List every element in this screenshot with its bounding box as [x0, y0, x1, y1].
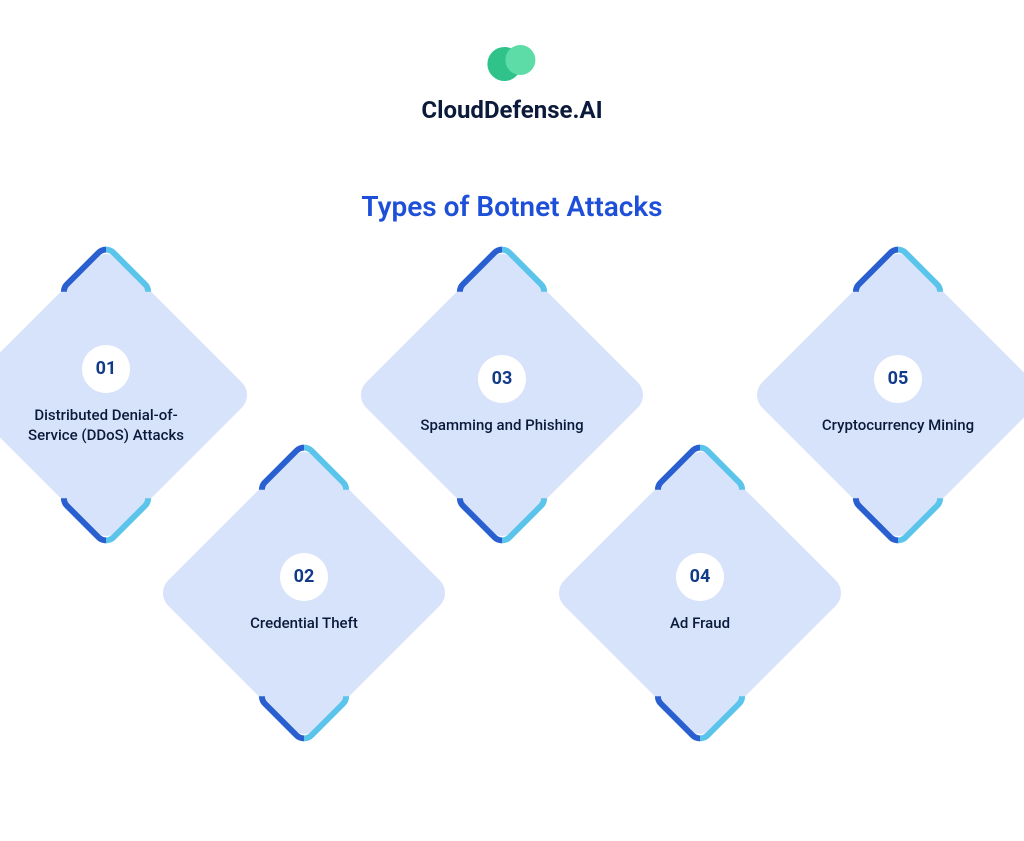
brand-logo: CloudDefense.AI	[421, 40, 602, 124]
number-badge: 05	[874, 355, 922, 403]
diamond-item-2: 02 Credential Theft	[199, 488, 409, 698]
diamond-label: Distributed Denial-of-Service (DDoS) Att…	[21, 405, 191, 446]
diagram-title: Types of Botnet Attacks	[361, 190, 662, 223]
diamond-item-1: 01 Distributed Denial-of-Service (DDoS) A…	[1, 290, 211, 500]
diamond-content: 02 Credential Theft	[199, 488, 409, 698]
diamond-content: 03 Spamming and Phishing	[397, 290, 607, 500]
diamond-label: Ad Fraud	[670, 613, 730, 633]
diamond-item-5: 05 Cryptocurrency Mining	[793, 290, 1003, 500]
number-badge: 04	[676, 553, 724, 601]
diamond-content: 01 Distributed Denial-of-Service (DDoS) A…	[1, 290, 211, 500]
number-badge: 03	[478, 355, 526, 403]
brand-name: CloudDefense.AI	[421, 96, 602, 124]
diamond-content: 04 Ad Fraud	[595, 488, 805, 698]
diamond-label: Cryptocurrency Mining	[822, 415, 974, 435]
diamond-content: 05 Cryptocurrency Mining	[793, 290, 1003, 500]
diamond-item-3: 03 Spamming and Phishing	[397, 290, 607, 500]
number-badge: 02	[280, 553, 328, 601]
diamond-grid: 01 Distributed Denial-of-Service (DDoS) A…	[0, 260, 1024, 820]
diamond-label: Credential Theft	[250, 613, 358, 633]
diamond-item-4: 04 Ad Fraud	[595, 488, 805, 698]
number-badge: 01	[82, 345, 130, 393]
diamond-label: Spamming and Phishing	[420, 415, 583, 435]
brand-name-main: CloudDefense	[421, 96, 572, 124]
cloud-logo-icon	[482, 40, 542, 84]
brand-name-suffix: .AI	[573, 96, 603, 124]
